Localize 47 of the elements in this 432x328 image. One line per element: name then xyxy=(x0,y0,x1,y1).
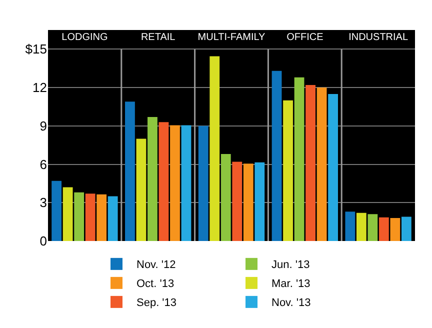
x-tick-label: LODGING xyxy=(62,32,108,43)
bar xyxy=(198,126,208,241)
x-tick-label: MULTI-FAMILY xyxy=(198,32,266,43)
bar xyxy=(125,102,135,241)
bar xyxy=(220,154,231,241)
bar xyxy=(170,125,180,241)
bar xyxy=(283,100,293,241)
legend-label: Mar. '13 xyxy=(272,278,310,290)
bar xyxy=(62,187,73,241)
x-tick-label: RETAIL xyxy=(140,32,176,43)
bar xyxy=(96,194,107,241)
bar xyxy=(272,70,282,241)
y-tick-label: $15 xyxy=(25,42,47,57)
y-tick-label: 0 xyxy=(40,234,47,249)
bar xyxy=(108,196,118,241)
bar xyxy=(316,88,327,241)
y-tick-label: 9 xyxy=(40,118,47,134)
bar xyxy=(148,116,158,241)
bar xyxy=(294,77,304,241)
bar xyxy=(306,84,316,241)
legend-label: Oct. '13 xyxy=(136,278,174,290)
bar xyxy=(328,94,338,241)
bar xyxy=(181,125,192,241)
bar xyxy=(158,122,169,241)
legend-label: Jun. '13 xyxy=(272,259,310,272)
legend-label: Sep. '13 xyxy=(136,297,177,310)
bar xyxy=(74,192,84,241)
bar xyxy=(368,214,378,241)
legend-label: Nov. '13 xyxy=(272,297,311,310)
bar xyxy=(232,162,242,241)
legend-label: Nov. '12 xyxy=(136,259,176,272)
bar xyxy=(85,194,96,241)
bar xyxy=(210,56,220,241)
bar xyxy=(136,138,146,241)
bar xyxy=(345,212,356,241)
bar xyxy=(243,164,254,241)
x-tick-label: INDUSTRIAL xyxy=(348,32,408,43)
bar xyxy=(52,180,62,241)
bar xyxy=(356,212,366,241)
bar xyxy=(378,217,389,241)
y-tick-label: 3 xyxy=(40,195,47,210)
y-tick-label: 12 xyxy=(32,80,47,96)
bar xyxy=(254,162,265,241)
bar xyxy=(401,216,412,241)
x-tick-label: OFFICE xyxy=(286,32,324,43)
bar xyxy=(390,218,400,241)
y-tick-label: 6 xyxy=(40,156,47,172)
